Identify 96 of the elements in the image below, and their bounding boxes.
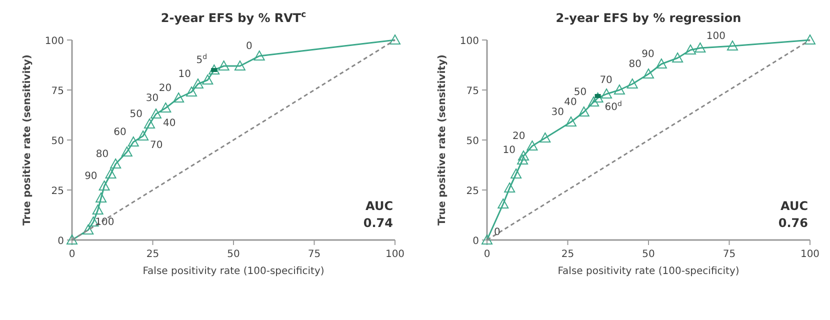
point (160, 102, 172, 112)
point (565, 116, 576, 126)
point (110, 158, 122, 168)
annotation: 80 (628, 59, 642, 70)
y-axis-title: True positive rate (sensitivity) (22, 54, 33, 226)
point (128, 136, 139, 146)
annotation: 10 (178, 69, 191, 80)
annotation: 50 (574, 87, 587, 98)
point (672, 52, 684, 62)
point (626, 78, 638, 88)
annotation: 90 (84, 171, 98, 182)
point (643, 68, 654, 78)
annotation: 60$^{d}$ (604, 100, 622, 113)
annotation: 5$^{d}$ (196, 53, 208, 66)
point (518, 150, 529, 160)
y-tick-label: 25 (51, 186, 64, 197)
annotation: 0 (494, 227, 500, 238)
point (82, 224, 94, 234)
point (234, 60, 246, 70)
annotation: 100 (706, 31, 726, 42)
x-axis-title: False positivity rate (100-specificity) (558, 266, 740, 277)
annotation: 0.74 (363, 216, 393, 230)
annotation: 40 (162, 118, 176, 129)
annotation: 30 (146, 93, 159, 104)
y-tick-label: 25 (466, 186, 479, 197)
point (96, 192, 107, 202)
chart-title: 2-year EFS by % regression (556, 11, 742, 25)
point (208, 64, 220, 74)
annotation: 80 (96, 149, 109, 160)
x-tick-label: 75 (722, 249, 736, 260)
annotation: 40 (564, 97, 577, 108)
point (517, 154, 528, 164)
annotation: 90 (642, 49, 654, 60)
point (482, 234, 492, 244)
point (726, 40, 738, 50)
point (526, 140, 538, 150)
y-tick-label: 50 (51, 136, 64, 147)
annotation: AUC (366, 199, 394, 213)
point (98, 180, 110, 190)
point (105, 168, 116, 178)
point (504, 182, 516, 192)
annotation: 50 (130, 109, 143, 120)
y-tick-label: 0 (58, 236, 64, 247)
point (498, 198, 509, 208)
point (66, 234, 78, 244)
point (202, 74, 214, 84)
annotation: 30 (551, 107, 564, 118)
annotation: 20 (158, 83, 172, 94)
point (186, 86, 198, 96)
annotation: 0 (246, 41, 252, 52)
point (138, 130, 149, 140)
point (218, 60, 230, 70)
point (173, 92, 184, 102)
chart-title: 2-year EFS by % RVT$^{c}$ (160, 9, 306, 25)
x-tick-label: 0 (68, 249, 76, 260)
point (588, 96, 600, 106)
point (150, 108, 162, 118)
point (656, 58, 667, 68)
x-tick-label: 100 (385, 249, 405, 260)
x-tick-label: 25 (561, 249, 574, 260)
x-tick-label: 0 (484, 249, 490, 260)
annotation: 10 (502, 145, 516, 156)
point (390, 34, 400, 44)
annotation: 70 (150, 140, 163, 151)
point (804, 34, 816, 44)
annotation: AUC (780, 199, 808, 213)
point (92, 204, 104, 214)
x-tick-label: 75 (308, 249, 321, 260)
y-tick-label: 75 (466, 86, 479, 97)
point (578, 106, 590, 116)
point (694, 42, 706, 52)
point (592, 92, 604, 102)
point (510, 168, 522, 178)
point (192, 78, 204, 88)
point (121, 146, 132, 156)
annotation: 60 (114, 127, 126, 138)
y-tick-label: 0 (472, 236, 479, 247)
x-tick-label: 100 (800, 249, 820, 260)
y-axis-title: True positive rate (sensitivity) (437, 54, 448, 226)
annotation: 0.76 (778, 216, 808, 230)
x-tick-label: 50 (227, 249, 240, 260)
point (254, 50, 265, 60)
y-tick-label: 100 (44, 36, 64, 47)
point (540, 132, 551, 142)
annotation: 20 (512, 131, 526, 142)
point (684, 44, 696, 54)
point (614, 84, 625, 94)
y-tick-label: 50 (466, 136, 479, 147)
y-tick-label: 75 (51, 86, 64, 97)
x-tick-label: 50 (642, 249, 655, 260)
point (144, 118, 156, 128)
x-tick-label: 25 (146, 249, 160, 260)
annotation: 70 (600, 75, 612, 86)
point (601, 88, 612, 98)
y-tick-label: 100 (460, 36, 479, 47)
x-axis-title: False positivity rate (100-specificity) (142, 266, 324, 277)
